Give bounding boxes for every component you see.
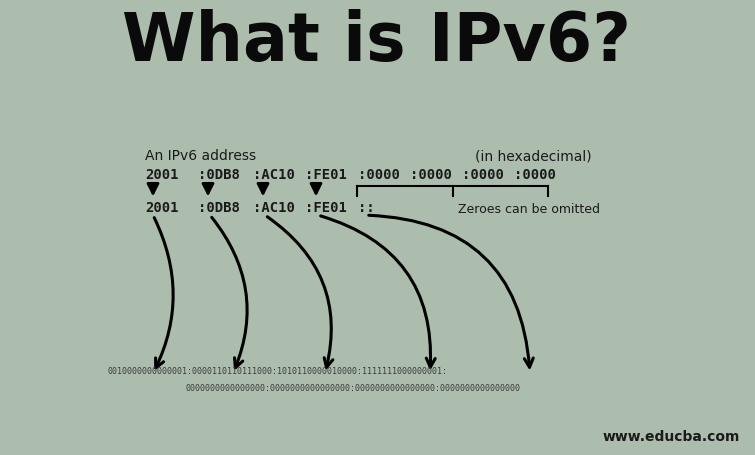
Text: An IPv6 address: An IPv6 address bbox=[145, 149, 256, 163]
Text: :0000: :0000 bbox=[514, 168, 556, 182]
Text: ::: :: bbox=[358, 201, 374, 215]
Text: :0DB8: :0DB8 bbox=[198, 168, 240, 182]
Text: :0000: :0000 bbox=[358, 168, 400, 182]
Text: :AC10: :AC10 bbox=[253, 168, 295, 182]
Text: :AC10: :AC10 bbox=[253, 201, 295, 215]
Text: 2001: 2001 bbox=[145, 168, 178, 182]
Text: (in hexadecimal): (in hexadecimal) bbox=[475, 149, 592, 163]
Text: Zeroes can be omitted: Zeroes can be omitted bbox=[458, 203, 599, 216]
Text: www.educba.com: www.educba.com bbox=[602, 430, 740, 444]
Text: :0000: :0000 bbox=[410, 168, 452, 182]
Text: 2001: 2001 bbox=[145, 201, 178, 215]
Text: :0DB8: :0DB8 bbox=[198, 201, 240, 215]
Text: 0010000000000001:0000110110111000:1010110000010000:1111111000000001:: 0010000000000001:0000110110111000:101011… bbox=[107, 367, 447, 376]
Text: :FE01: :FE01 bbox=[305, 168, 347, 182]
Text: What is IPv6?: What is IPv6? bbox=[122, 9, 631, 75]
Text: :FE01: :FE01 bbox=[305, 201, 347, 215]
Text: :0000: :0000 bbox=[462, 168, 504, 182]
Text: 0000000000000000:0000000000000000:0000000000000000:0000000000000000: 0000000000000000:0000000000000000:000000… bbox=[185, 384, 520, 393]
